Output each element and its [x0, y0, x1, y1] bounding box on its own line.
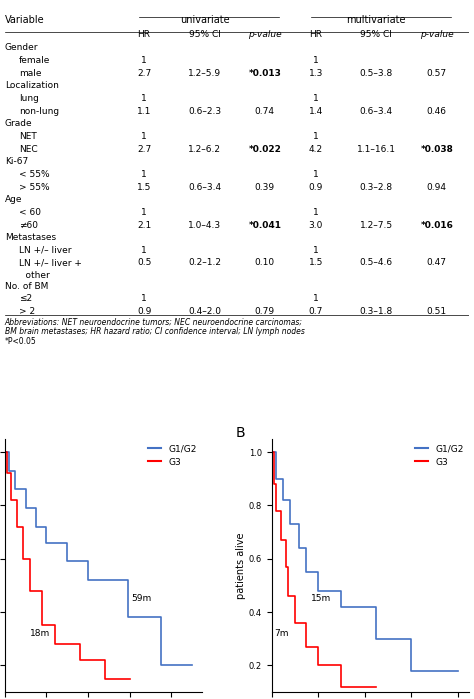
Text: 0.6–3.4: 0.6–3.4: [188, 182, 221, 192]
Text: 0.6–3.4: 0.6–3.4: [360, 107, 393, 116]
Text: < 60: < 60: [18, 208, 41, 217]
Text: 1: 1: [313, 170, 319, 179]
Text: Variable: Variable: [5, 15, 45, 25]
Text: 0.7: 0.7: [309, 307, 323, 316]
Text: univariate: univariate: [180, 15, 229, 25]
Legend: G1/G2, G3: G1/G2, G3: [144, 440, 201, 470]
Text: 59m: 59m: [132, 594, 152, 603]
Text: 95% CI: 95% CI: [360, 29, 392, 38]
Text: 1: 1: [313, 132, 319, 141]
Text: 1: 1: [141, 246, 147, 255]
Text: p-value: p-value: [420, 29, 454, 38]
Text: p-value: p-value: [248, 29, 282, 38]
Text: < 55%: < 55%: [18, 170, 49, 179]
Text: 0.10: 0.10: [255, 259, 275, 268]
Text: > 2: > 2: [18, 307, 35, 316]
Text: 1.0–4.3: 1.0–4.3: [188, 220, 221, 229]
Text: 0.3–2.8: 0.3–2.8: [360, 182, 393, 192]
Text: multivariate: multivariate: [346, 15, 406, 25]
Text: NEC: NEC: [18, 145, 37, 154]
Text: *P<0.05: *P<0.05: [5, 337, 36, 345]
Text: No. of BM: No. of BM: [5, 282, 48, 291]
Text: 0.5: 0.5: [137, 259, 151, 268]
Text: B: B: [236, 426, 246, 440]
Text: 0.74: 0.74: [255, 107, 275, 116]
Text: *0.022: *0.022: [248, 145, 281, 154]
Text: NET: NET: [18, 132, 36, 141]
Text: Age: Age: [5, 195, 22, 204]
Text: 0.5–3.8: 0.5–3.8: [360, 69, 393, 78]
Text: Ki-67: Ki-67: [5, 157, 28, 166]
Text: 0.79: 0.79: [255, 307, 275, 316]
Legend: G1/G2, G3: G1/G2, G3: [411, 440, 467, 470]
Text: 1: 1: [141, 56, 147, 65]
Text: 0.46: 0.46: [427, 107, 447, 116]
Text: 1: 1: [313, 246, 319, 255]
Text: LN +/– liver: LN +/– liver: [18, 246, 71, 255]
Text: *0.041: *0.041: [248, 220, 282, 229]
Text: Gender: Gender: [5, 43, 38, 52]
Text: Grade: Grade: [5, 120, 32, 129]
Text: 0.39: 0.39: [255, 182, 275, 192]
Text: 1.2–7.5: 1.2–7.5: [360, 220, 393, 229]
Text: 18m: 18m: [30, 629, 50, 638]
Text: 1: 1: [141, 94, 147, 103]
Y-axis label: patients alive: patients alive: [236, 532, 246, 598]
Text: 1: 1: [141, 208, 147, 217]
Text: 1.2–6.2: 1.2–6.2: [188, 145, 221, 154]
Text: 0.2–1.2: 0.2–1.2: [188, 259, 221, 268]
Text: 1.1–16.1: 1.1–16.1: [357, 145, 396, 154]
Text: HR: HR: [310, 29, 322, 38]
Text: 3.0: 3.0: [309, 220, 323, 229]
Text: 7m: 7m: [274, 629, 288, 638]
Text: other: other: [14, 271, 50, 280]
Text: 1.2–5.9: 1.2–5.9: [188, 69, 221, 78]
Text: 2.1: 2.1: [137, 220, 151, 229]
Text: 1.4: 1.4: [309, 107, 323, 116]
Text: 2.7: 2.7: [137, 69, 151, 78]
Text: 0.57: 0.57: [427, 69, 447, 78]
Text: BM brain metastases; HR hazard ratio; CI confidence interval; LN lymph nodes: BM brain metastases; HR hazard ratio; CI…: [5, 327, 305, 336]
Text: 2.7: 2.7: [137, 145, 151, 154]
Text: non-lung: non-lung: [18, 107, 59, 116]
Text: 1: 1: [313, 294, 319, 303]
Text: 0.5–4.6: 0.5–4.6: [360, 259, 393, 268]
Text: Metastases: Metastases: [5, 233, 56, 242]
Text: Localization: Localization: [5, 81, 59, 90]
Text: LN +/– liver +: LN +/– liver +: [18, 259, 82, 268]
Text: *0.038: *0.038: [420, 145, 453, 154]
Text: 95% CI: 95% CI: [189, 29, 220, 38]
Text: 1.5: 1.5: [309, 259, 323, 268]
Text: lung: lung: [18, 94, 38, 103]
Text: 1: 1: [313, 208, 319, 217]
Text: 0.51: 0.51: [427, 307, 447, 316]
Text: male: male: [18, 69, 41, 78]
Text: HR: HR: [137, 29, 151, 38]
Text: 1: 1: [141, 132, 147, 141]
Text: 0.4–2.0: 0.4–2.0: [188, 307, 221, 316]
Text: 0.9: 0.9: [309, 182, 323, 192]
Text: 1.1: 1.1: [137, 107, 151, 116]
Text: ≤2: ≤2: [18, 294, 32, 303]
Text: 0.3–1.8: 0.3–1.8: [360, 307, 393, 316]
Text: 0.6–2.3: 0.6–2.3: [188, 107, 221, 116]
Text: *0.016: *0.016: [420, 220, 453, 229]
Text: 1: 1: [313, 56, 319, 65]
Text: Abbreviations: NET neuroendocrine tumors; NEC neuroendocrine carcinomas;: Abbreviations: NET neuroendocrine tumors…: [5, 317, 303, 326]
Text: 0.94: 0.94: [427, 182, 447, 192]
Text: ≠60: ≠60: [18, 220, 37, 229]
Text: 0.47: 0.47: [427, 259, 447, 268]
Text: 1: 1: [141, 294, 147, 303]
Text: *0.013: *0.013: [248, 69, 281, 78]
Text: 4.2: 4.2: [309, 145, 323, 154]
Text: 0.9: 0.9: [137, 307, 151, 316]
Text: female: female: [18, 56, 50, 65]
Text: 15m: 15m: [311, 594, 331, 603]
Text: 1: 1: [141, 170, 147, 179]
Text: 1.3: 1.3: [309, 69, 323, 78]
Text: 1: 1: [313, 94, 319, 103]
Text: 1.5: 1.5: [137, 182, 151, 192]
Text: > 55%: > 55%: [18, 182, 49, 192]
